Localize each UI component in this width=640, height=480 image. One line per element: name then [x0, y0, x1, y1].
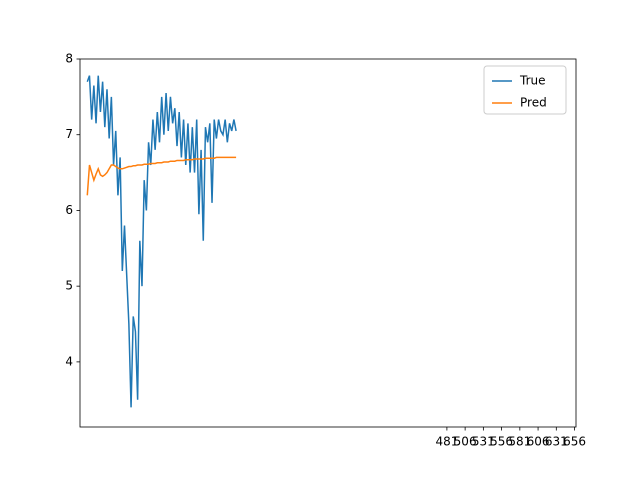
x-tick-label: 506 [454, 435, 477, 449]
line-series [86, 75, 237, 408]
x-tick-label: 531 [472, 435, 495, 449]
x-tick-label: 481 [435, 435, 458, 449]
x-tick-label: 656 [563, 435, 586, 449]
x-tick-label: 606 [527, 435, 550, 449]
y-tick-label: 8 [65, 52, 73, 66]
x-tick-label: 631 [545, 435, 568, 449]
y-tick-label: 5 [65, 279, 73, 293]
line-series [86, 156, 237, 196]
x-tick-label: 556 [490, 435, 513, 449]
y-tick-label: 4 [65, 354, 73, 368]
y-tick-label: 6 [65, 203, 73, 217]
legend-box [483, 65, 567, 115]
legend-label: True [519, 74, 546, 88]
legend-label: Pred [520, 96, 547, 110]
x-tick-label: 581 [508, 435, 531, 449]
plot-frame [79, 58, 577, 428]
y-tick-label: 7 [65, 127, 73, 141]
